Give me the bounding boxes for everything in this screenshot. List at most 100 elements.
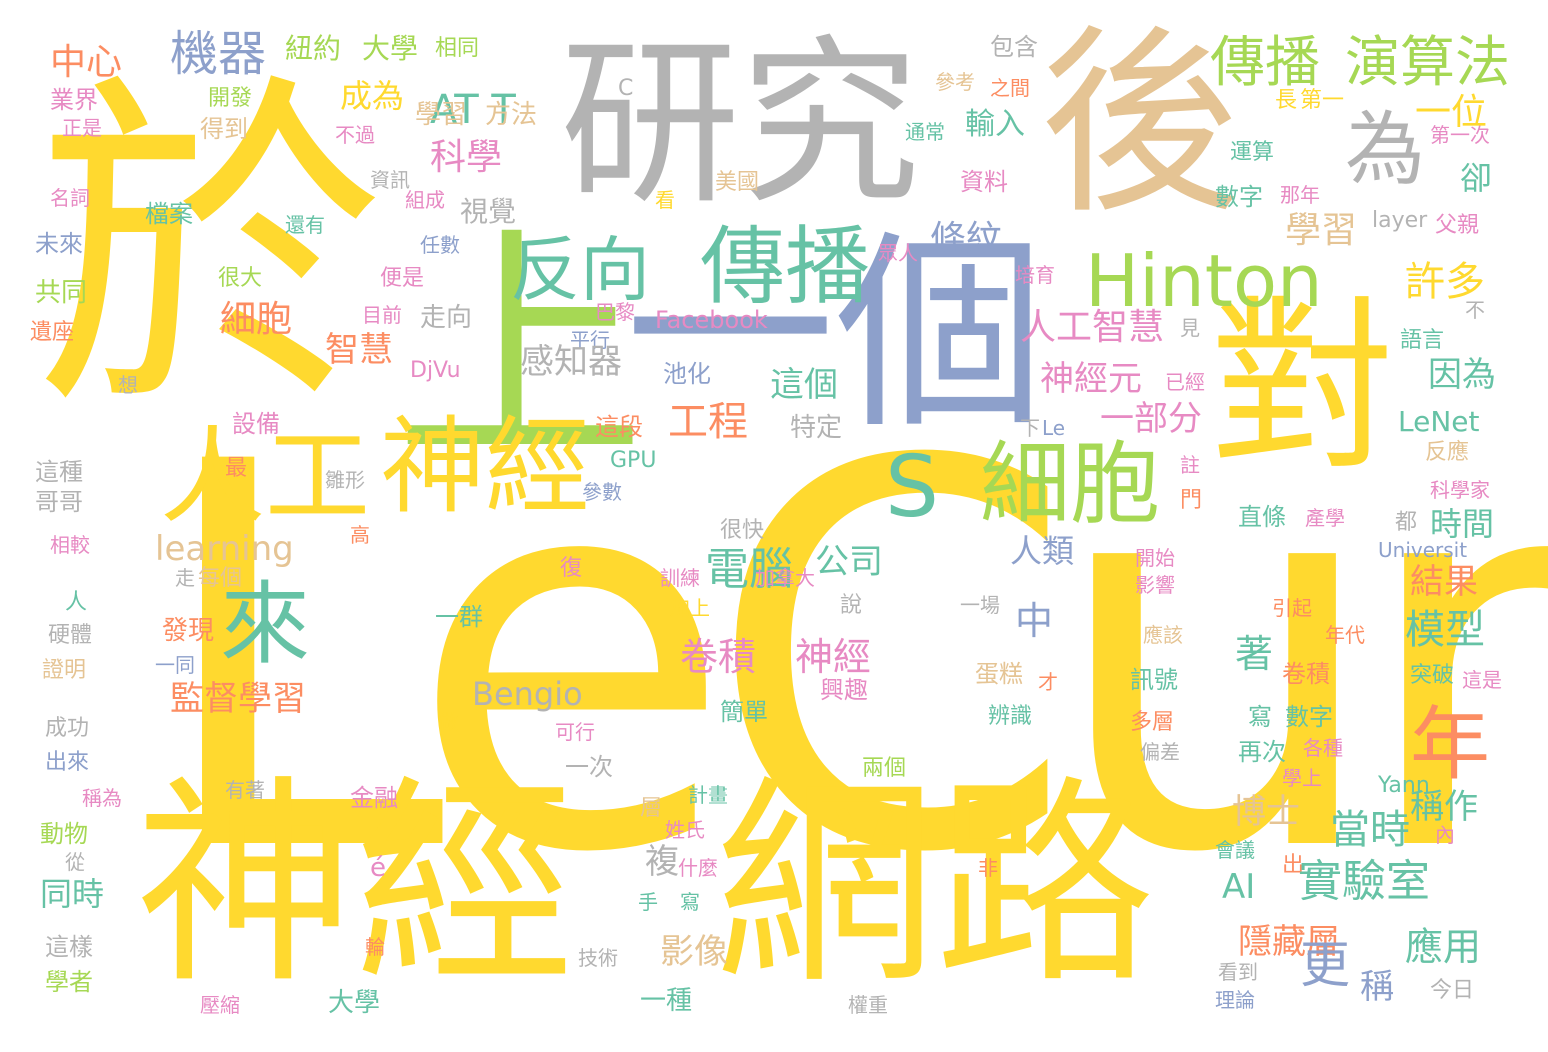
word: 業界: [50, 86, 98, 114]
word: 每個: [198, 566, 243, 591]
word: 雛形: [325, 468, 365, 492]
word: 應該: [1143, 623, 1183, 647]
word: 科學家: [1430, 478, 1490, 502]
word: DjVu: [410, 358, 461, 383]
word: 平行: [570, 328, 610, 352]
word: Hinton: [1085, 239, 1323, 323]
word: 為: [1345, 103, 1425, 196]
word: 年: [1410, 698, 1490, 791]
word: 影像: [660, 932, 728, 972]
word: 理論: [1215, 988, 1255, 1012]
word: 壓縮: [200, 993, 240, 1017]
word: 一次: [565, 753, 613, 781]
word: 影響: [1135, 573, 1175, 597]
word: 今日: [1430, 978, 1475, 1003]
word: 實驗室: [1298, 856, 1430, 907]
word: 產學: [1305, 506, 1345, 530]
word: AT T: [430, 87, 516, 133]
word: AI: [1222, 867, 1256, 907]
word: 細胞: [220, 299, 293, 340]
word: 出來: [45, 750, 90, 775]
word: 技術: [578, 946, 618, 970]
word: 父親: [1435, 213, 1480, 238]
word: 加上: [670, 596, 710, 620]
word: 蛋糕: [975, 660, 1023, 688]
word: 通常: [905, 120, 945, 144]
word: Le: [1042, 416, 1066, 440]
word: 辨識: [988, 704, 1033, 729]
word: 同時: [40, 875, 105, 913]
word: 人工智慧: [1020, 307, 1165, 348]
word: 走: [175, 566, 195, 590]
word: 可行: [555, 720, 595, 744]
word: 很大: [218, 266, 263, 291]
word: 池化: [663, 360, 711, 388]
word: 一同: [155, 653, 195, 677]
word: 出: [1282, 853, 1305, 878]
word: 著: [1235, 632, 1274, 676]
word: 還有: [285, 213, 325, 237]
word: 什麼: [678, 856, 718, 880]
word: 資訊: [370, 168, 410, 192]
word: layer: [1372, 208, 1428, 233]
word: GPU: [610, 448, 657, 473]
word: 不: [1465, 298, 1485, 322]
word: 再次: [1238, 738, 1286, 766]
word: 傳播: [1210, 30, 1321, 94]
word: 加拿大: [755, 566, 815, 590]
word: 見: [1180, 316, 1200, 340]
word: 簡單: [720, 698, 768, 726]
word: 層: [640, 796, 663, 821]
word: 智慧: [325, 330, 393, 370]
word: 引起: [1272, 596, 1312, 620]
word: 下: [1020, 416, 1040, 440]
word: 人: [65, 590, 88, 615]
word: 輸入: [965, 107, 1025, 142]
word: 從: [65, 850, 85, 874]
word: 長: [1275, 88, 1298, 113]
word: 紐約: [285, 32, 342, 65]
word: 工程: [668, 399, 748, 445]
word: 方法: [485, 100, 538, 130]
word: 已經: [1165, 370, 1205, 394]
word: 成為: [340, 77, 405, 115]
word: 共同: [35, 278, 88, 308]
word: 中: [1015, 599, 1054, 643]
word: 興趣: [820, 676, 868, 704]
word: LeNet: [1398, 405, 1480, 438]
word: 運算: [1230, 140, 1275, 165]
word: é: [370, 853, 386, 883]
word: 因為: [1428, 355, 1496, 395]
word: 目前: [362, 303, 402, 327]
word: 各種: [1303, 736, 1343, 760]
word: 姓氏: [665, 818, 705, 842]
word: 任數: [420, 233, 460, 257]
word: 名詞: [50, 186, 90, 210]
word: learning: [155, 529, 294, 569]
word: 很快: [720, 518, 765, 543]
word: 訓練: [660, 566, 700, 590]
word: 做: [438, 710, 458, 734]
word: 這個: [770, 365, 838, 405]
word: 之間: [990, 76, 1030, 100]
word: 不過: [335, 123, 375, 147]
word: 反應: [1425, 440, 1470, 465]
word: 參考: [935, 70, 975, 94]
word: 檔案: [145, 200, 193, 228]
word: 直條: [1238, 503, 1286, 531]
word: 稱: [1360, 967, 1394, 1007]
word: 動物: [40, 820, 88, 848]
word: Yann: [1378, 773, 1430, 798]
word: 內: [1435, 823, 1455, 847]
word: 機器: [170, 26, 267, 82]
word: 細胞: [980, 432, 1160, 537]
word: 第一次: [1430, 123, 1490, 147]
word: 寫: [680, 890, 700, 914]
word: 便是: [380, 266, 425, 291]
word: 復: [560, 556, 583, 581]
word: 遺座: [30, 320, 75, 345]
word: 模型: [1405, 607, 1485, 653]
word: 學習: [1285, 210, 1358, 251]
word: 看: [655, 188, 675, 212]
